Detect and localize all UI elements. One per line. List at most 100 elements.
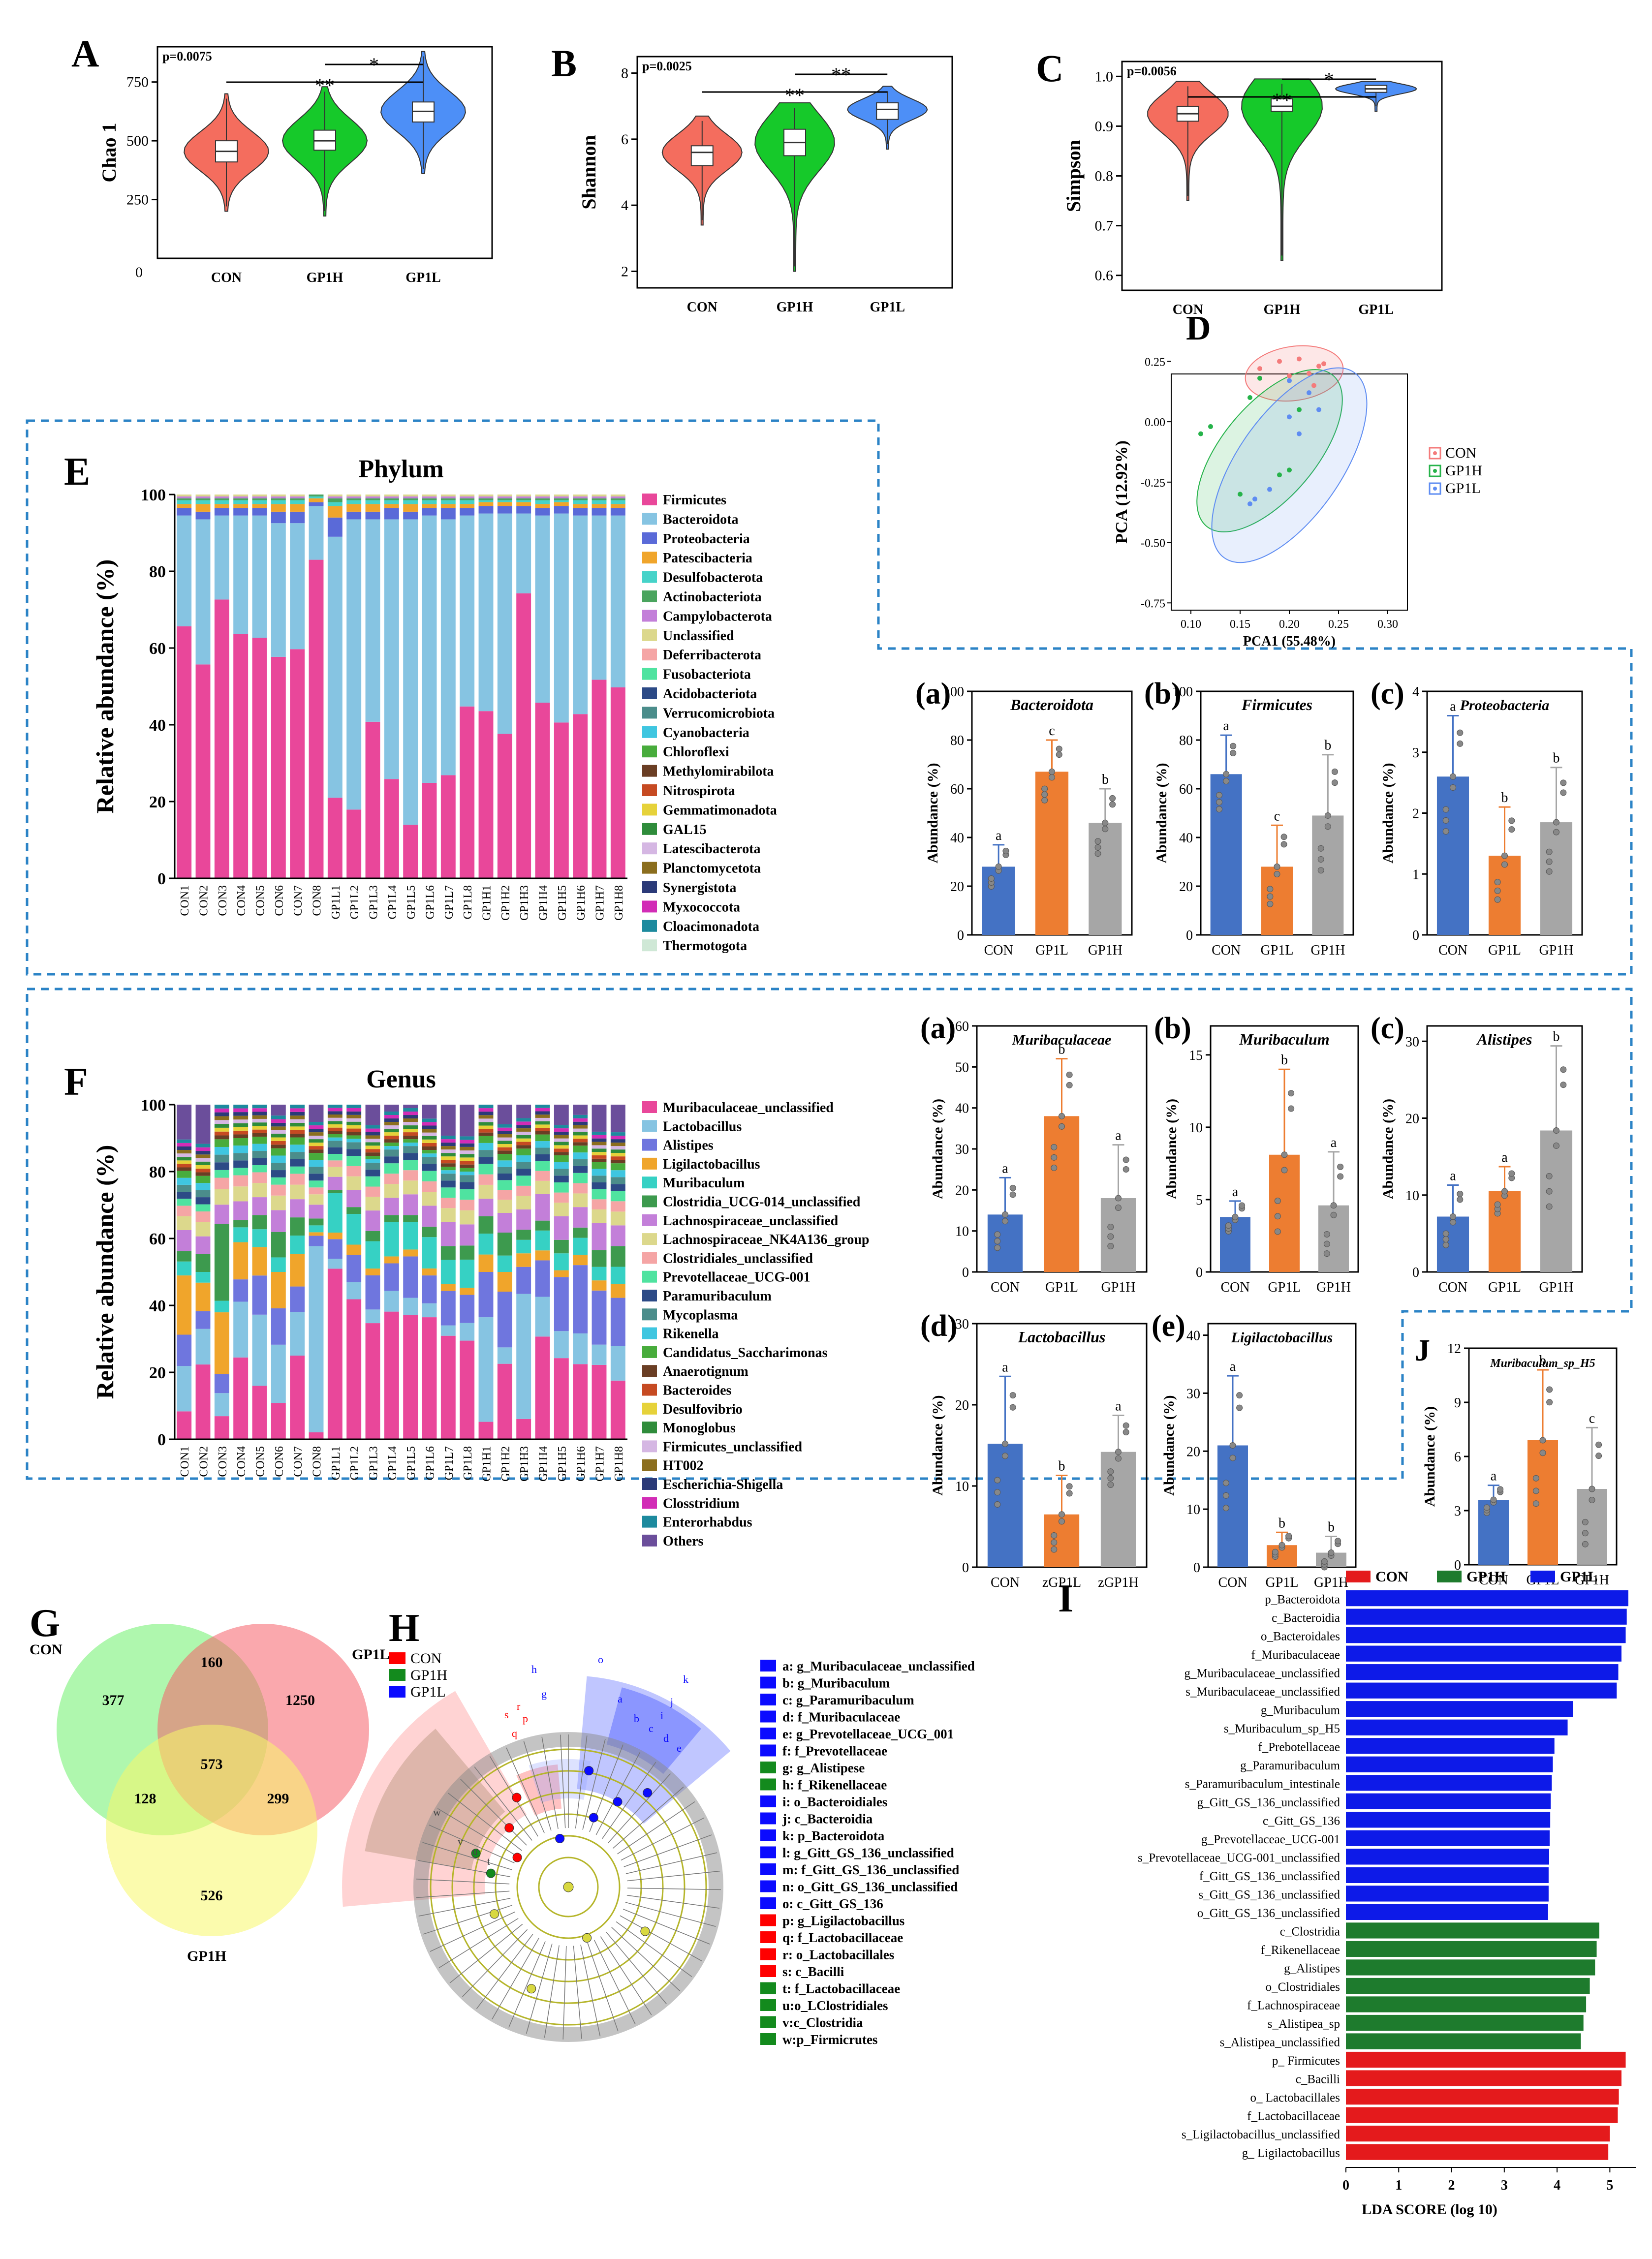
stacked-segment xyxy=(271,1137,286,1141)
stacked-segment xyxy=(535,1128,550,1131)
stacked-segment xyxy=(478,1118,494,1122)
stacked-segment xyxy=(365,1149,380,1153)
stacked-segment xyxy=(497,506,512,514)
clade-branch xyxy=(582,1739,606,1830)
data-point xyxy=(1223,771,1230,777)
stacked-segment xyxy=(516,593,531,878)
lda-bar xyxy=(1346,1609,1627,1625)
stacked-segment xyxy=(460,1146,475,1151)
clade-letter: u xyxy=(472,1845,478,1857)
stacked-segment xyxy=(535,1108,550,1112)
stacked-segment xyxy=(516,1267,531,1294)
stacked-segment xyxy=(592,495,607,496)
stacked-segment xyxy=(346,1125,362,1129)
legend-swatch xyxy=(389,1669,405,1681)
lda-bar xyxy=(1346,2070,1621,2086)
stacked-segment xyxy=(214,1139,229,1147)
legend-label: Chloroflexi xyxy=(663,744,729,760)
stacked-segment xyxy=(384,1263,399,1291)
y-tick-label: 0.9 xyxy=(1095,118,1114,134)
x-tick-label: CON xyxy=(1173,302,1203,317)
stacked-segment xyxy=(422,1317,437,1439)
legend-swatch xyxy=(642,590,657,602)
stacked-segment xyxy=(365,511,380,520)
lda-bar xyxy=(1346,2107,1618,2123)
stacked-segment xyxy=(177,1105,192,1140)
stacked-segment xyxy=(554,1169,569,1176)
significance-label: * xyxy=(369,54,379,76)
stacked-segment xyxy=(610,1105,625,1133)
y-tick-label: 10 xyxy=(955,1224,969,1239)
data-point xyxy=(1337,1163,1344,1170)
stacked-segment xyxy=(460,1143,475,1147)
stacked-segment xyxy=(516,1239,531,1254)
y-tick-label: -0.50 xyxy=(1141,537,1165,550)
stacked-segment xyxy=(554,502,569,506)
stacked-segment xyxy=(177,626,192,878)
data-point xyxy=(1450,773,1456,780)
bar-panel-F_a: (a) Muribaculaceae0102030405060Abundance … xyxy=(920,1012,1148,1295)
stacked-segment xyxy=(403,1112,418,1115)
clade-branch xyxy=(544,1945,560,2038)
stacked-segment xyxy=(177,495,192,496)
x-tick-label: CON xyxy=(1212,943,1241,958)
x-tick-label: GP1H6 xyxy=(575,885,588,921)
clade-branch xyxy=(562,1946,567,2040)
stacked-segment xyxy=(233,508,249,516)
legend-label: Latescibacterota xyxy=(663,841,761,857)
stacked-segment xyxy=(290,1286,305,1312)
significance-letter: b xyxy=(1059,1042,1065,1057)
data-point xyxy=(1281,1151,1288,1158)
data-point xyxy=(1330,1211,1337,1218)
x-tick-label: CON xyxy=(1220,1280,1249,1295)
y-tick-label: 0 xyxy=(1196,1265,1203,1280)
stacked-segment xyxy=(214,1146,229,1155)
data-point xyxy=(994,1501,1001,1508)
stacked-segment xyxy=(271,1134,286,1138)
stacked-segment xyxy=(309,1167,324,1174)
stacked-segment xyxy=(290,495,305,496)
stacked-segment xyxy=(610,1298,625,1346)
stacked-segment xyxy=(403,500,418,504)
lda-bar xyxy=(1346,1590,1628,1607)
legend-label: p: g_Ligilactobacillus xyxy=(782,1914,904,1928)
x-tick-label: CON xyxy=(991,1280,1020,1295)
stacked-segment xyxy=(365,1197,380,1211)
data-point xyxy=(1002,1211,1008,1218)
scatter-point xyxy=(1257,375,1262,381)
y-axis-label: Abundance (%) xyxy=(1161,1395,1177,1495)
stacked-segment xyxy=(233,500,249,504)
stacked-segment xyxy=(610,515,625,687)
scatter-point xyxy=(1267,487,1272,492)
stacked-segment xyxy=(271,1115,286,1119)
legend-label: e: g_Prevotellaceae_UCG_001 xyxy=(782,1727,954,1741)
legend-swatch xyxy=(642,1195,657,1207)
stacked-segment xyxy=(195,519,211,665)
stacked-segment xyxy=(346,1132,362,1136)
y-tick-label: 30 xyxy=(955,1142,969,1157)
stacked-segment xyxy=(535,1117,550,1121)
stacked-segment xyxy=(592,515,607,680)
legend-label: CON xyxy=(1375,1569,1408,1585)
clade-branch xyxy=(474,1766,532,1841)
stacked-segment xyxy=(233,1201,249,1220)
x-tick-label: 4 xyxy=(1554,2178,1560,2193)
lda-bar xyxy=(1346,1830,1550,1846)
stacked-segment xyxy=(309,1149,324,1153)
stacked-segment xyxy=(535,496,550,498)
stacked-segment xyxy=(440,496,456,498)
stacked-segment xyxy=(573,1139,588,1143)
scatter-point xyxy=(1238,492,1243,497)
scatter-point xyxy=(1287,414,1292,420)
clade-letter: v xyxy=(458,1835,463,1848)
stacked-segment xyxy=(478,500,494,502)
legend-swatch xyxy=(1429,464,1441,477)
stacked-segment xyxy=(271,1126,286,1130)
stacked-segment xyxy=(460,1182,475,1189)
category-label: s_Muribaculaceae_unclassified xyxy=(1185,1685,1340,1699)
x-tick-label: CON8 xyxy=(311,1446,324,1477)
legend-label: s: c_Bacilli xyxy=(782,1964,844,1979)
